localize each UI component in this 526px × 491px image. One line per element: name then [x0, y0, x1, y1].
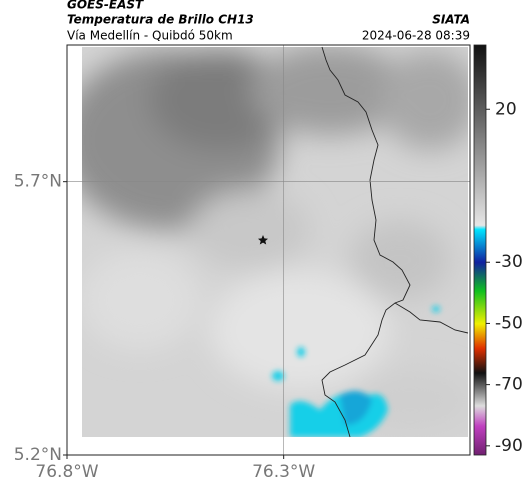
colorbar-tick-label: -90: [495, 436, 523, 456]
colorbar-tick-label: -30: [495, 252, 523, 272]
lon-tick-label: 76.3°W: [252, 462, 315, 482]
lon-tick-label: 76.8°W: [35, 462, 98, 482]
datetime: 2024-06-28 08:39: [362, 29, 470, 43]
lat-tick-label: 5.2°N: [14, 445, 62, 465]
location-marker: [257, 235, 268, 245]
lat-tick-label: 5.7°N: [14, 172, 62, 192]
borders: [321, 46, 469, 438]
product: Temperatura de Brillo CH13: [67, 13, 254, 27]
colorbar-tick-label: -50: [495, 313, 523, 333]
satellite-image: [82, 47, 468, 437]
source: SIATA: [432, 13, 470, 27]
colorbar-tick-label: -70: [495, 375, 523, 395]
map-frame: [66, 44, 471, 456]
satellite: GOES-EAST: [67, 0, 144, 12]
region: Vía Medellín - Quibdó 50km: [67, 29, 233, 43]
colorbar-tick-label: 20: [495, 99, 517, 119]
colorbar: [473, 44, 487, 456]
